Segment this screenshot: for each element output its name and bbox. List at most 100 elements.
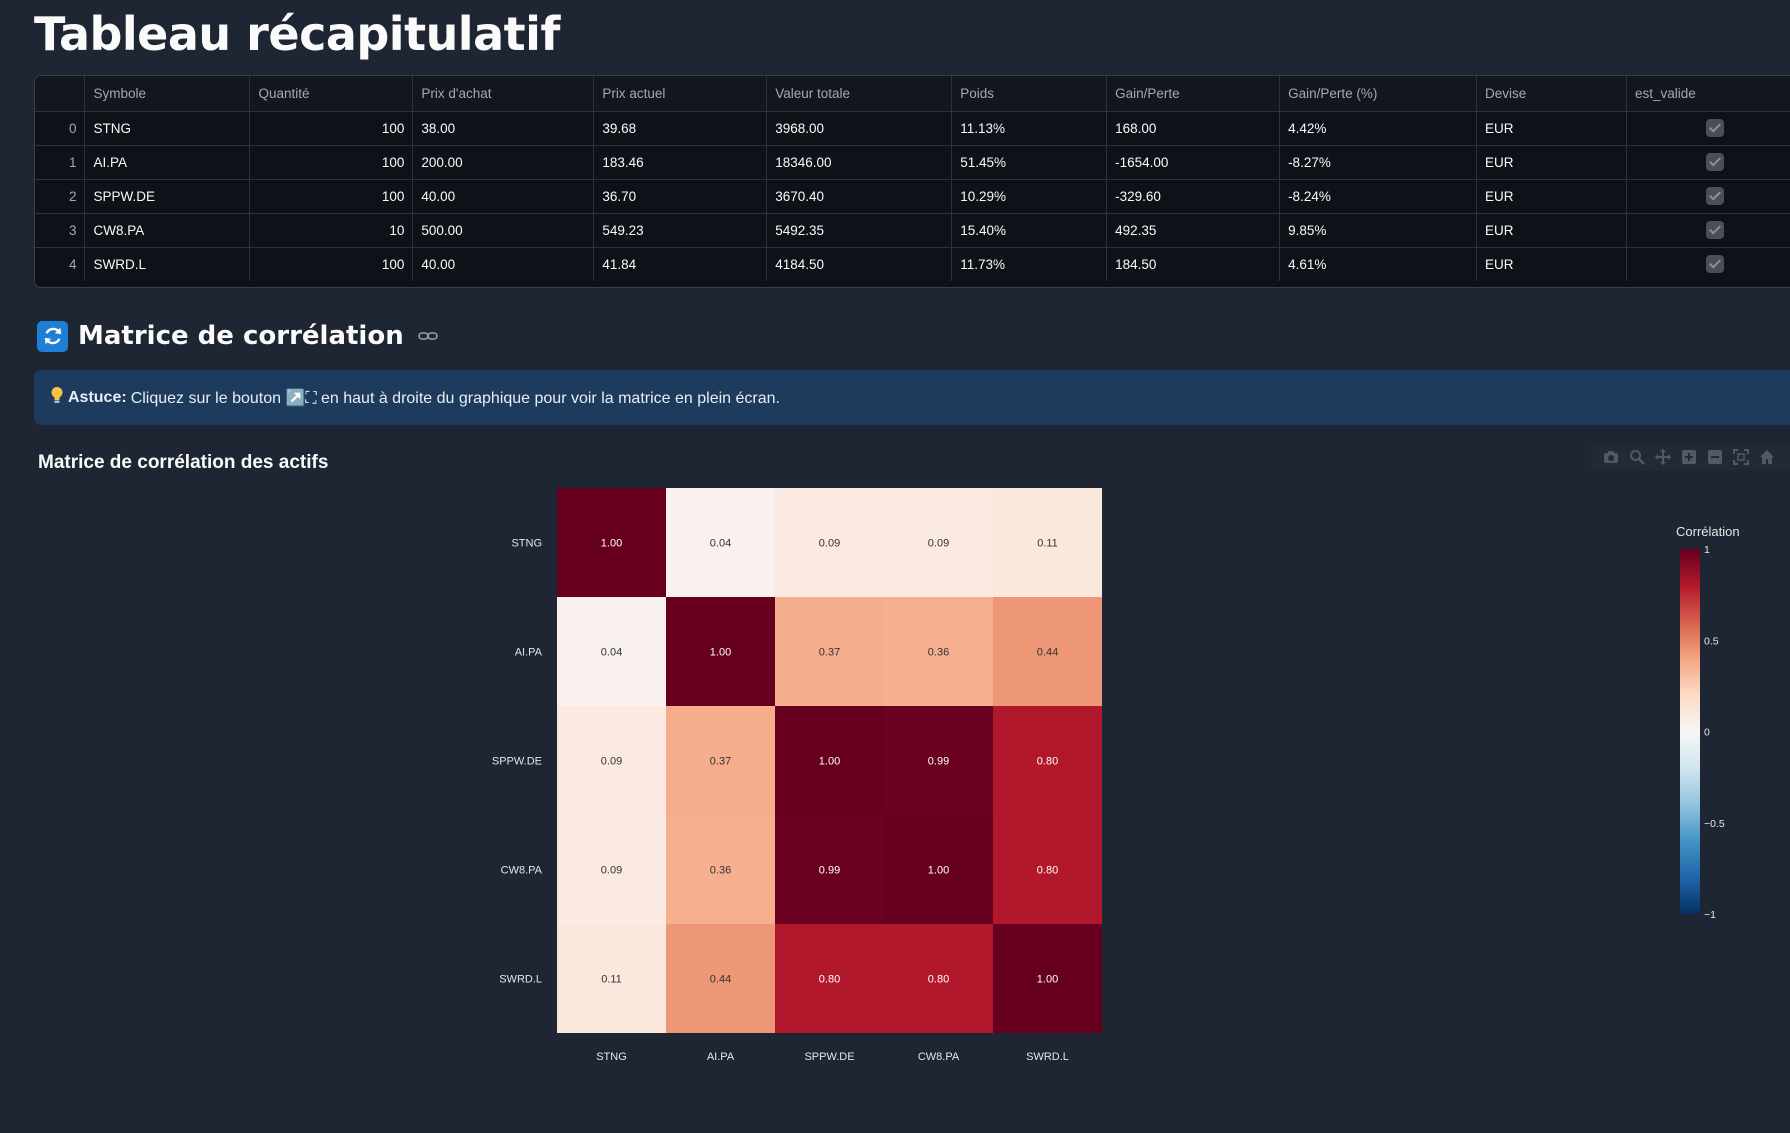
currency-cell[interactable]: EUR [1476, 145, 1627, 180]
gain-loss-pct-cell[interactable]: 4.61% [1279, 247, 1477, 281]
row-index[interactable]: 1 [35, 145, 86, 180]
valid-cell[interactable] [1626, 179, 1790, 214]
heatmap-cell[interactable] [884, 815, 993, 924]
quantity-cell[interactable]: 10 [249, 213, 414, 248]
quantity-cell[interactable]: 100 [249, 111, 414, 146]
heatmap-cell[interactable] [775, 597, 884, 706]
heatmap-cell[interactable] [557, 924, 666, 1033]
heatmap-cell[interactable] [557, 706, 666, 815]
symbol-cell[interactable]: CW8.PA [84, 213, 251, 248]
zoom-in-icon[interactable] [1681, 449, 1697, 465]
table-row[interactable]: 3 CW8.PA 10 500.00 549.23 5492.35 15.40% 492.35… [35, 213, 1790, 248]
purchase-price-cell[interactable]: 38.00 [412, 111, 595, 146]
heatmap-cell[interactable] [775, 924, 884, 1033]
weight-cell[interactable]: 51.45% [951, 145, 1108, 180]
heatmap-cell[interactable] [775, 488, 884, 597]
currency-cell[interactable]: EUR [1476, 247, 1627, 281]
heatmap-cell[interactable] [666, 488, 775, 597]
total-value-cell[interactable]: 3670.40 [766, 179, 953, 214]
quantity-cell[interactable]: 100 [249, 179, 414, 214]
total-value-cell[interactable]: 18346.00 [766, 145, 953, 180]
zoom-out-icon[interactable] [1707, 449, 1723, 465]
home-icon[interactable] [1759, 449, 1775, 465]
quantity-cell[interactable]: 100 [249, 247, 414, 281]
weight-cell[interactable]: 10.29% [951, 179, 1108, 214]
valid-checkbox[interactable] [1706, 221, 1725, 239]
purchase-price-header[interactable]: Prix d'achat [412, 76, 595, 112]
heatmap-cell[interactable] [557, 597, 666, 706]
gain-loss-cell[interactable]: -329.60 [1106, 179, 1281, 214]
gain-loss-pct-cell[interactable]: 9.85% [1279, 213, 1477, 248]
heatmap-cell[interactable] [993, 706, 1102, 815]
heatmap-cell[interactable] [884, 706, 993, 815]
symbol-cell[interactable]: SWRD.L [84, 247, 251, 281]
gain-loss-pct-cell[interactable]: -8.27% [1279, 145, 1477, 180]
heatmap-cell[interactable] [993, 924, 1102, 1033]
current-price-cell[interactable]: 41.84 [593, 247, 768, 281]
heatmap-cell[interactable] [993, 488, 1102, 597]
summary-table[interactable]: Symbole Quantité Prix d'achat Prix actuel Va… [34, 75, 1790, 288]
symbol-header[interactable]: Symbole [84, 76, 251, 112]
symbol-cell[interactable]: STNG [84, 111, 251, 146]
current-price-cell[interactable]: 549.23 [593, 213, 768, 248]
anchor-link-icon[interactable] [417, 330, 438, 342]
valid-header[interactable]: est_valide [1626, 76, 1790, 112]
total-value-cell[interactable]: 4184.50 [766, 247, 953, 281]
current-price-cell[interactable]: 183.46 [593, 145, 768, 180]
weight-cell[interactable]: 15.40% [951, 213, 1108, 248]
gain-loss-pct-header[interactable]: Gain/Perte (%) [1279, 76, 1477, 112]
heatmap-cell[interactable] [557, 488, 666, 597]
quantity-header[interactable]: Quantité [249, 76, 414, 112]
gain-loss-pct-cell[interactable]: -8.24% [1279, 179, 1477, 214]
camera-icon[interactable] [1603, 449, 1619, 465]
heatmap-cell[interactable] [993, 597, 1102, 706]
symbol-cell[interactable]: SPPW.DE [84, 179, 251, 214]
valid-cell[interactable] [1626, 145, 1790, 180]
heatmap-cell[interactable] [666, 597, 775, 706]
heatmap-cell[interactable] [666, 706, 775, 815]
total-value-cell[interactable]: 5492.35 [766, 213, 953, 248]
valid-checkbox[interactable] [1706, 255, 1725, 274]
purchase-price-cell[interactable]: 40.00 [412, 247, 595, 281]
currency-header[interactable]: Devise [1476, 76, 1627, 112]
heatmap-cell[interactable] [884, 597, 993, 706]
autoscale-icon[interactable] [1733, 449, 1749, 465]
heatmap-cell[interactable] [884, 488, 993, 597]
table-row[interactable]: 0 STNG 100 38.00 39.68 3968.00 11.13% 168.00 4.4… [35, 111, 1790, 146]
gain-loss-cell[interactable]: -1654.00 [1106, 145, 1281, 180]
currency-cell[interactable]: EUR [1476, 111, 1627, 146]
heatmap-cell[interactable] [666, 924, 775, 1033]
gain-loss-cell[interactable]: 184.50 [1106, 247, 1281, 281]
index-header[interactable] [35, 76, 86, 112]
heatmap-cell[interactable] [775, 706, 884, 815]
currency-cell[interactable]: EUR [1476, 179, 1627, 214]
table-row[interactable]: 1 AI.PA 100 200.00 183.46 18346.00 51.45% -1654… [35, 145, 1790, 180]
row-index[interactable]: 0 [35, 111, 86, 146]
purchase-price-cell[interactable]: 200.00 [412, 145, 595, 180]
zoom-icon[interactable] [1629, 449, 1645, 465]
total-value-cell[interactable]: 3968.00 [766, 111, 953, 146]
gain-loss-cell[interactable]: 492.35 [1106, 213, 1281, 248]
symbol-cell[interactable]: AI.PA [84, 145, 251, 180]
valid-checkbox[interactable] [1706, 119, 1725, 137]
purchase-price-cell[interactable]: 40.00 [412, 179, 595, 214]
valid-checkbox[interactable] [1706, 153, 1725, 171]
gain-loss-cell[interactable]: 168.00 [1106, 111, 1281, 146]
correlation-heatmap[interactable]: 1.00 0.04 0.09 0.09 0.11 0.04 1.00 0.37 0.36 0.44… [0, 480, 1790, 1133]
row-index[interactable]: 3 [35, 213, 86, 248]
weight-header[interactable]: Poids [951, 76, 1108, 112]
quantity-cell[interactable]: 100 [249, 145, 414, 180]
valid-cell[interactable] [1626, 247, 1790, 281]
current-price-cell[interactable]: 36.70 [593, 179, 768, 214]
row-index[interactable]: 2 [35, 179, 86, 214]
currency-cell[interactable]: EUR [1476, 213, 1627, 248]
valid-cell[interactable] [1626, 213, 1790, 248]
gain-loss-pct-cell[interactable]: 4.42% [1279, 111, 1477, 146]
table-row[interactable]: 4 SWRD.L 100 40.00 41.84 4184.50 11.73% 184.50 4… [35, 247, 1790, 281]
weight-cell[interactable]: 11.13% [951, 111, 1108, 146]
table-row[interactable]: 2 SPPW.DE 100 40.00 36.70 3670.40 10.29% -329.6… [35, 179, 1790, 214]
valid-checkbox[interactable] [1706, 187, 1725, 205]
heatmap-cell[interactable] [884, 924, 993, 1033]
valid-cell[interactable] [1626, 111, 1790, 146]
heatmap-cell[interactable] [993, 815, 1102, 924]
